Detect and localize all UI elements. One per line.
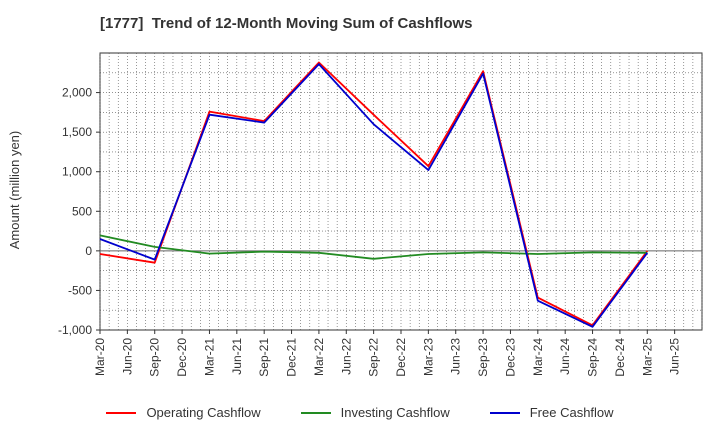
legend-item-investing-cashflow: Investing Cashflow — [300, 405, 450, 420]
x-tick-label: Jun-25 — [668, 338, 682, 375]
x-tick-label: Mar-25 — [640, 338, 654, 376]
x-tick-label: Jun-21 — [230, 338, 244, 375]
legend-item-free-cashflow: Free Cashflow — [489, 405, 614, 420]
legend-label: Investing Cashflow — [340, 405, 450, 420]
y-tick-label: 1,500 — [62, 125, 92, 139]
x-tick-label: Sep-24 — [586, 338, 600, 377]
legend-item-operating-cashflow: Operating Cashflow — [106, 405, 261, 420]
chart-title: [1777] Trend of 12-Month Moving Sum of C… — [100, 15, 473, 32]
y-tick-label: 500 — [72, 204, 92, 218]
series-line-free-cashflow — [99, 63, 649, 328]
legend-swatch — [300, 411, 331, 414]
x-tick-label: Jun-22 — [339, 338, 353, 375]
x-tick-label: Mar-20 — [93, 338, 107, 376]
x-tick-label: Mar-21 — [202, 338, 216, 376]
x-tick-label: Sep-23 — [476, 338, 490, 377]
y-tick-label: 0 — [85, 244, 92, 258]
y-tick-label: -1,000 — [58, 323, 92, 337]
y-axis-title: Amount (million yen) — [7, 131, 22, 250]
x-tick-label: Dec-24 — [613, 338, 627, 377]
axis-layer: -1,000 -500 0 500 1,000 1,500 2,000 Mar-20 Jun-2… — [58, 86, 682, 377]
grid-layer — [99, 52, 703, 331]
x-tick-label: Dec-20 — [175, 338, 189, 377]
legend-label: Free Cashflow — [529, 405, 614, 420]
legend-swatch — [106, 411, 137, 414]
x-tick-label: Dec-22 — [394, 338, 408, 377]
x-tick-label: Dec-23 — [503, 338, 517, 377]
x-tick-label: Sep-21 — [257, 338, 271, 377]
y-tick-label: 2,000 — [62, 86, 92, 100]
y-tick-label: 1,000 — [62, 165, 92, 179]
x-tick-label: Jun-20 — [120, 338, 134, 375]
series-layer — [99, 61, 649, 328]
legend: Operating Cashflow Investing Cashflow Free… — [0, 405, 720, 420]
x-tick-label: Mar-22 — [312, 338, 326, 376]
y-tick-label: -500 — [68, 283, 92, 297]
x-tick-label: Mar-23 — [421, 338, 435, 376]
x-tick-label: Jun-23 — [449, 338, 463, 375]
x-tick-label: Jun-24 — [558, 338, 572, 375]
x-tick-label: Mar-24 — [531, 338, 545, 376]
legend-label: Operating Cashflow — [146, 405, 261, 420]
x-tick-label: Sep-22 — [367, 338, 381, 377]
x-tick-label: Dec-21 — [285, 338, 299, 377]
legend-swatch — [489, 411, 520, 414]
series-line-investing-cashflow — [99, 234, 648, 260]
x-tick-label: Sep-20 — [148, 338, 162, 377]
